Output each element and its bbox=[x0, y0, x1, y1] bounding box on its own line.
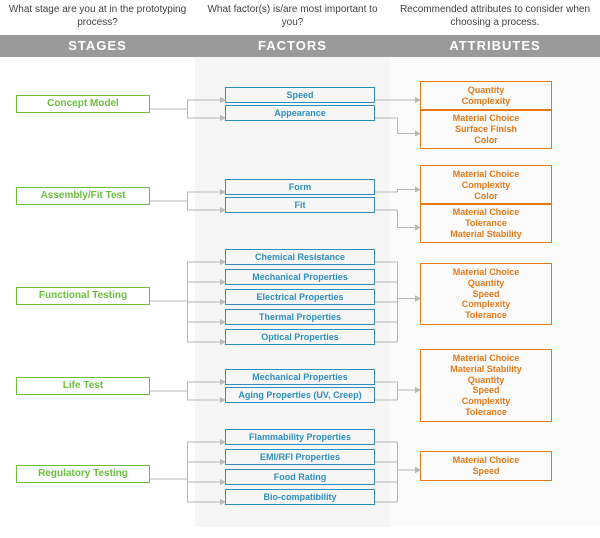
attribute-line: Color bbox=[423, 191, 549, 202]
factor-box: Thermal Properties bbox=[225, 309, 375, 325]
attribute-line: Material Choice bbox=[423, 267, 549, 278]
factor-box: Speed bbox=[225, 87, 375, 103]
col-stages: Concept Model Assembly/Fit Test Functional… bbox=[0, 57, 195, 527]
attribute-line: Speed bbox=[423, 466, 549, 477]
stage-box: Concept Model bbox=[16, 95, 150, 113]
attribute-box: Material ChoiceMaterial StabilityQuantit… bbox=[420, 349, 552, 422]
col-attributes: QuantityComplexityMaterial ChoiceSurface… bbox=[390, 57, 600, 527]
attribute-line: Quantity bbox=[423, 375, 549, 386]
attribute-line: Surface Finish bbox=[423, 124, 549, 135]
attribute-line: Material Choice bbox=[423, 207, 549, 218]
attribute-line: Tolerance bbox=[423, 218, 549, 229]
attribute-line: Material Choice bbox=[423, 455, 549, 466]
attribute-line: Speed bbox=[423, 289, 549, 300]
attribute-box: Material ChoiceToleranceMaterial Stabili… bbox=[420, 203, 552, 243]
attribute-line: Material Stability bbox=[423, 229, 549, 240]
factor-box: Appearance bbox=[225, 105, 375, 121]
attribute-line: Material Stability bbox=[423, 364, 549, 375]
header-factors: FACTORS bbox=[195, 35, 390, 57]
attribute-box: Material ChoiceSurface FinishColor bbox=[420, 109, 552, 149]
factor-box: Mechanical Properties bbox=[225, 269, 375, 285]
question-factors: What factor(s) is/are most important to … bbox=[195, 4, 390, 29]
headers-row: STAGES FACTORS ATTRIBUTES bbox=[0, 35, 600, 57]
stage-box: Regulatory Testing bbox=[16, 465, 150, 483]
header-stages: STAGES bbox=[0, 35, 195, 57]
factor-box: Form bbox=[225, 179, 375, 195]
factor-box: Electrical Properties bbox=[225, 289, 375, 305]
diagram-root: What stage are you at in the prototyping… bbox=[0, 0, 600, 538]
attribute-box: Material ChoiceComplexityColor bbox=[420, 165, 552, 205]
attribute-line: Material Choice bbox=[423, 113, 549, 124]
attribute-box: Material ChoiceSpeed bbox=[420, 451, 552, 481]
columns: Concept Model Assembly/Fit Test Functional… bbox=[0, 57, 600, 527]
stage-box: Functional Testing bbox=[16, 287, 150, 305]
questions-row: What stage are you at in the prototyping… bbox=[0, 0, 600, 29]
attribute-line: Tolerance bbox=[423, 310, 549, 321]
factor-box: Aging Properties (UV, Creep) bbox=[225, 387, 375, 403]
stage-box: Assembly/Fit Test bbox=[16, 187, 150, 205]
factor-box: Chemical Resistance bbox=[225, 249, 375, 265]
factor-box: Food Rating bbox=[225, 469, 375, 485]
attribute-line: Complexity bbox=[423, 299, 549, 310]
header-attributes: ATTRIBUTES bbox=[390, 35, 600, 57]
factor-box: Fit bbox=[225, 197, 375, 213]
factor-box: Bio-compatibility bbox=[225, 489, 375, 505]
attribute-line: Material Choice bbox=[423, 169, 549, 180]
attribute-line: Quantity bbox=[423, 85, 549, 96]
col-factors: Speed Appearance Form Fit Chemical Resistanc… bbox=[195, 57, 390, 527]
factor-box: Flammability Properties bbox=[225, 429, 375, 445]
question-stages: What stage are you at in the prototyping… bbox=[0, 4, 195, 29]
attribute-line: Color bbox=[423, 135, 549, 146]
attribute-line: Tolerance bbox=[423, 407, 549, 418]
attribute-line: Speed bbox=[423, 385, 549, 396]
attribute-line: Complexity bbox=[423, 96, 549, 107]
question-attributes: Recommended attributes to consider when … bbox=[390, 4, 600, 29]
stage-box: Life Test bbox=[16, 377, 150, 395]
factor-box: Optical Properties bbox=[225, 329, 375, 345]
factor-box: Mechanical Properties bbox=[225, 369, 375, 385]
attribute-box: Material ChoiceQuantitySpeedComplexityTo… bbox=[420, 263, 552, 325]
attribute-line: Material Choice bbox=[423, 353, 549, 364]
attribute-line: Complexity bbox=[423, 180, 549, 191]
attribute-line: Complexity bbox=[423, 396, 549, 407]
factor-box: EMI/RFI Properties bbox=[225, 449, 375, 465]
attribute-box: QuantityComplexity bbox=[420, 81, 552, 111]
attribute-line: Quantity bbox=[423, 278, 549, 289]
